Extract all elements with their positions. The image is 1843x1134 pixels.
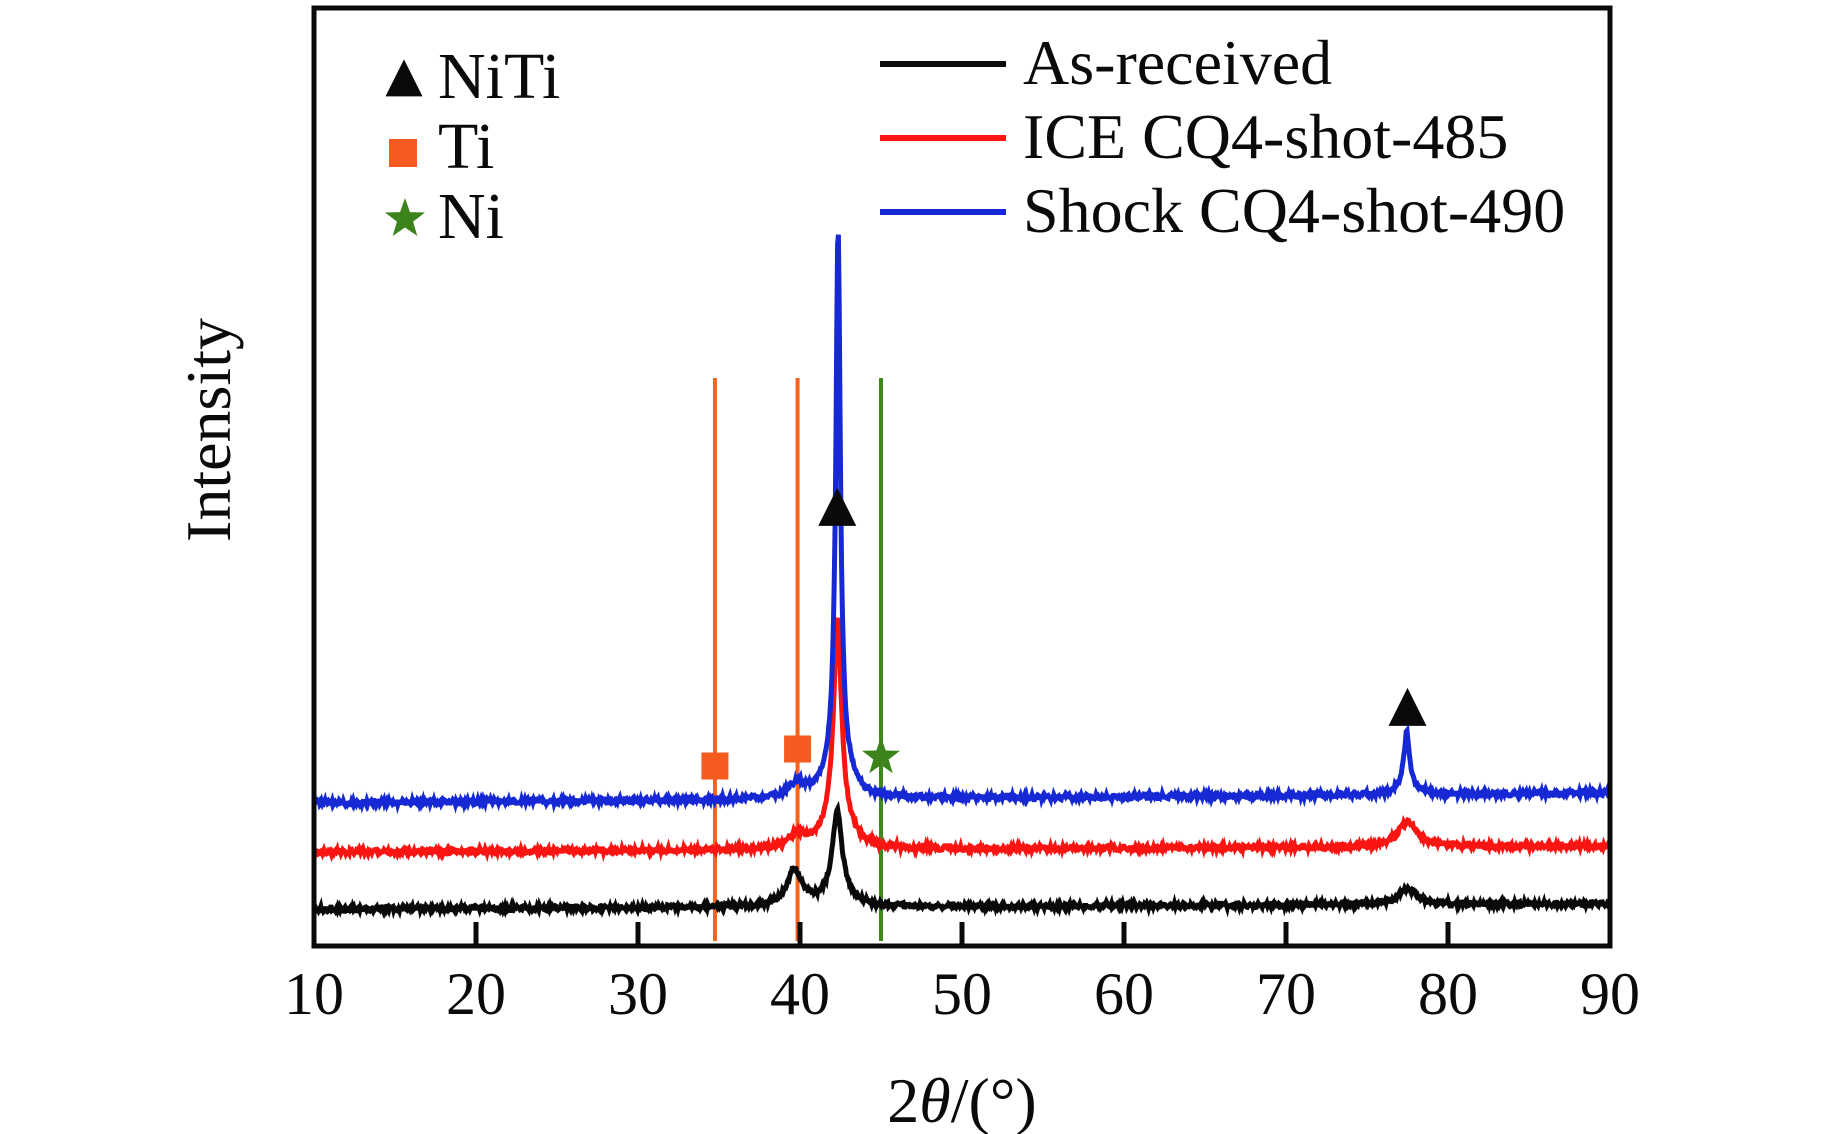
series-curve-as-received [316,800,1608,920]
legend-label-shock-cq4-shot-490: Shock CQ4-shot-490 [1023,175,1565,246]
x-tick-label-30: 30 [608,961,668,1027]
peak-marker-ti-square [784,735,812,763]
peak-marker-ni-star [862,737,900,774]
series-curve-shock-cq4-shot-490 [316,234,1608,815]
x-tick-label-90: 90 [1580,961,1640,1027]
peak-marker-niti-triangle [1388,687,1427,726]
x-tick-label-50: 50 [932,961,992,1027]
phase-label-ti: Ti [438,110,494,183]
legend-label-as-received: As-received [1023,27,1332,98]
x-axis-label-prefix: 2 [887,1065,919,1134]
x-tick-label-20: 20 [446,961,506,1027]
phase-marker-square-icon [389,139,417,167]
plot-frame [311,5,1613,949]
y-axis-label: Intensity [173,318,244,542]
legend-label-ice-cq4-shot-485: ICE CQ4-shot-485 [1023,101,1508,172]
phase-label-ni: Ni [438,180,504,253]
peak-marker-ti-square [701,752,729,780]
x-tick-label-10: 10 [284,961,344,1027]
x-axis-label-theta: θ [919,1065,950,1134]
phase-marker-star-icon [385,198,425,236]
x-tick-label-40: 40 [770,961,830,1027]
x-tick-label-60: 60 [1094,961,1154,1027]
x-axis-label: 2θ/(°) [887,1065,1036,1134]
series-curve-ice-cq4-shot-485 [316,617,1608,863]
phase-label-niti: NiTi [438,40,560,113]
x-axis-label-suffix: /(°) [951,1065,1037,1134]
x-tick-label-80: 80 [1418,961,1478,1027]
peak-marker-niti-triangle [818,487,857,526]
x-tick-label-70: 70 [1256,961,1316,1027]
phase-marker-triangle-icon [385,59,423,97]
plot-layer: 10 20 30 40 50 60 70 80 90 [284,5,1640,1027]
